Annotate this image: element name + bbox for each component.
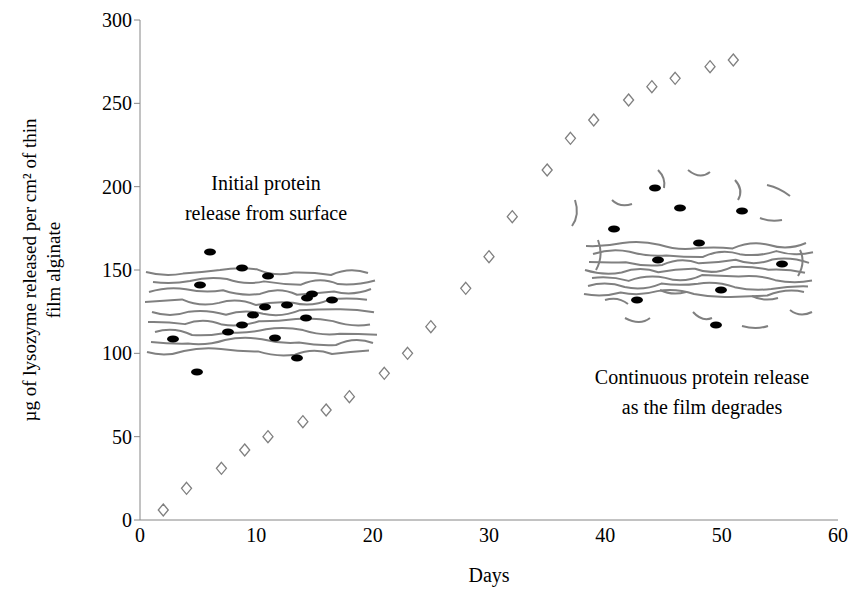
svg-text:0: 0 xyxy=(122,509,132,531)
svg-text:250: 250 xyxy=(102,92,132,114)
svg-text:40: 40 xyxy=(595,524,615,546)
svg-text:150: 150 xyxy=(102,259,132,281)
svg-text:Days: Days xyxy=(468,564,509,587)
svg-text:50: 50 xyxy=(712,524,732,546)
svg-text:film alginate: film alginate xyxy=(43,222,64,319)
svg-text:300: 300 xyxy=(102,9,132,31)
svg-text:60: 60 xyxy=(828,524,848,546)
svg-text:Continuous protein releaseas t: Continuous protein releaseas the film de… xyxy=(595,366,810,419)
svg-text:30: 30 xyxy=(479,524,499,546)
svg-text:10: 10 xyxy=(246,524,266,546)
svg-text:0: 0 xyxy=(135,524,145,546)
svg-text:100: 100 xyxy=(102,342,132,364)
svg-text:Initial proteinrelease from su: Initial proteinrelease from surface xyxy=(185,172,347,224)
svg-text:50: 50 xyxy=(112,426,132,448)
svg-text:µg of lysozyme released per cm: µg of lysozyme released per cm² of thin xyxy=(19,118,40,422)
svg-text:200: 200 xyxy=(102,176,132,198)
svg-text:20: 20 xyxy=(363,524,383,546)
